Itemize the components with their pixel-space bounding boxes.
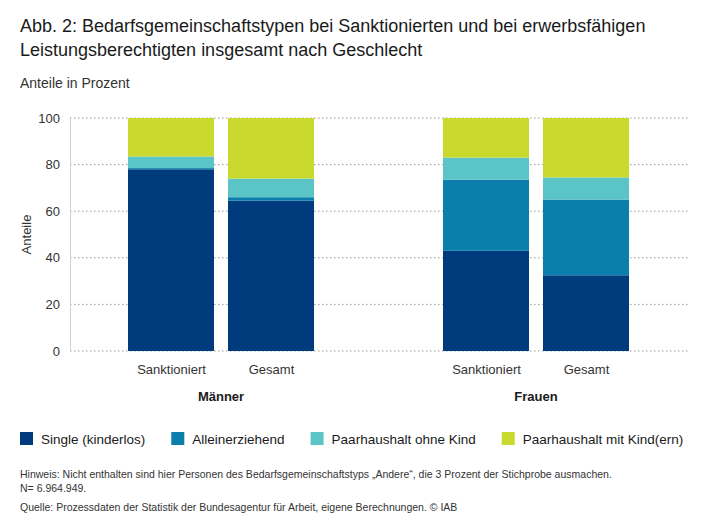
y-axis: 0 20 40 60 80 100 xyxy=(38,111,70,359)
grid xyxy=(70,118,690,351)
bar-segment xyxy=(543,275,629,351)
x-tick-label: Gesamt xyxy=(249,362,295,377)
bar-segment xyxy=(228,197,314,200)
legend-swatch xyxy=(311,432,324,445)
legend-label: Single (kinderlos) xyxy=(41,432,145,447)
y-tick: 100 xyxy=(38,111,70,126)
note: N= 6.964.949. xyxy=(20,482,86,494)
bar-segment xyxy=(543,177,629,199)
y-tick-label: 80 xyxy=(46,157,60,172)
series xyxy=(128,168,629,275)
bar-segment xyxy=(228,118,314,179)
group-label: Frauen xyxy=(514,389,557,404)
y-axis-line xyxy=(70,119,71,352)
bar-segment xyxy=(443,118,529,158)
x-tick: Gesamt xyxy=(249,362,295,377)
x-tick: Sanktioniert xyxy=(452,362,521,377)
series xyxy=(128,169,629,351)
x-tick-label: Sanktioniert xyxy=(452,362,521,377)
x-tick-label: Gesamt xyxy=(564,362,610,377)
group-label: Männer xyxy=(198,389,244,404)
bar-segment xyxy=(443,158,529,180)
bar-segment xyxy=(443,251,529,351)
bar-segment xyxy=(128,168,214,169)
source: Quelle: Prozessdaten der Statistik der B… xyxy=(20,501,457,513)
bar-segment xyxy=(228,201,314,351)
legend-swatch xyxy=(502,432,515,445)
x-axis: Sanktioniert Gesamt Sanktioniert Gesamt xyxy=(137,362,609,377)
legend-item: Single (kinderlos) xyxy=(20,432,145,447)
series xyxy=(128,118,629,179)
legend: Single (kinderlos) Alleinerziehend Paarhau… xyxy=(20,432,683,447)
bar-segment xyxy=(128,169,214,351)
bar-segment xyxy=(228,179,314,198)
legend-item: Paarhaushalt mit Kind(ern) xyxy=(502,432,684,447)
legend-label: Alleinerziehend xyxy=(192,432,284,447)
y-tick: 80 xyxy=(46,157,70,172)
note: Hinweis: Nicht enthalten sind hier Perso… xyxy=(20,468,612,480)
legend-swatch xyxy=(20,432,33,445)
legend-item: Paarhaushalt ohne Kind xyxy=(311,432,476,447)
y-tick: 40 xyxy=(46,250,70,265)
bar-segment xyxy=(543,200,629,276)
bar-segment xyxy=(543,118,629,177)
y-tick: 0 xyxy=(53,344,70,359)
y-tick: 20 xyxy=(46,297,70,312)
y-tick-label: 100 xyxy=(38,111,60,126)
legend-item: Alleinerziehend xyxy=(171,432,284,447)
y-tick-label: 20 xyxy=(46,297,60,312)
x-tick: Sanktioniert xyxy=(137,362,206,377)
legend-label: Paarhaushalt ohne Kind xyxy=(332,432,476,447)
subtitle: Anteile in Prozent xyxy=(20,75,130,91)
y-axis-title: Anteile xyxy=(19,215,34,255)
chart: Abb. 2: Bedarfsgemeinschaftstypen bei Sa… xyxy=(0,0,710,530)
bar-segment xyxy=(128,156,214,168)
bar-segment xyxy=(128,118,214,156)
title: Abb. 2: Bedarfsgemeinschaftstypen bei Sa… xyxy=(20,16,645,60)
legend-label: Paarhaushalt mit Kind(ern) xyxy=(523,432,684,447)
y-tick: 60 xyxy=(46,204,70,219)
x-tick-label: Sanktioniert xyxy=(137,362,206,377)
bar-segment xyxy=(443,180,529,251)
bars xyxy=(128,118,629,351)
legend-swatch xyxy=(171,432,184,445)
y-tick-label: 40 xyxy=(46,250,60,265)
y-tick-label: 0 xyxy=(53,344,60,359)
x-tick: Gesamt xyxy=(564,362,610,377)
y-tick-label: 60 xyxy=(46,204,60,219)
